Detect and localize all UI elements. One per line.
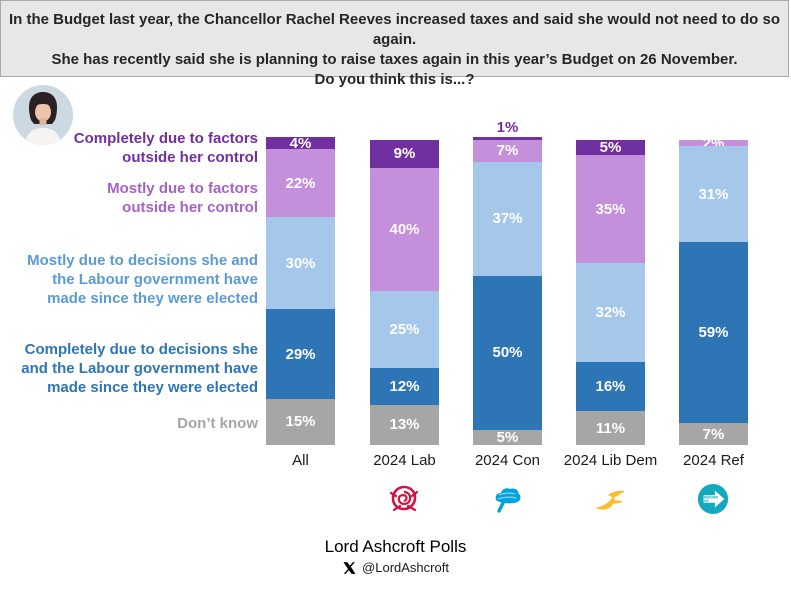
libdem-bird-icon xyxy=(593,483,627,515)
bar-segment: 16% xyxy=(576,361,645,412)
bar-segment: 5% xyxy=(576,139,645,157)
bar-value-label: 15% xyxy=(285,413,316,431)
bar-segment: 12% xyxy=(370,367,439,405)
bar-value-label: 30% xyxy=(285,254,316,272)
bar-value-label: 12% xyxy=(389,377,420,395)
bar-value-label: 16% xyxy=(595,377,626,395)
legend-text: Mostly due to factors xyxy=(107,180,258,197)
bar-value-label: 1% xyxy=(496,119,519,136)
bar-segment: 32% xyxy=(576,263,645,362)
question-line-3: Do you think this is...? xyxy=(314,71,475,88)
legend-text: the Labour government have xyxy=(52,271,258,288)
question-title: In the Budget last year, the Chancellor … xyxy=(0,0,789,88)
bar-segment: 40% xyxy=(370,167,439,291)
bar-value-label: 29% xyxy=(285,345,316,363)
labour-rose-icon xyxy=(387,483,421,515)
bar-value-label: 9% xyxy=(393,145,416,163)
bar-segment: 31% xyxy=(679,146,748,242)
bar-value-label: 22% xyxy=(285,174,316,192)
bar-value-label: 13% xyxy=(389,416,420,434)
bar-segment: 30% xyxy=(266,217,335,310)
bar-2024-lab: 9% 40% 25% 12% 13% xyxy=(370,140,439,445)
legend-text: Completely due to decisions she xyxy=(24,341,258,358)
source-name: Lord Ashcroft Polls xyxy=(324,537,467,556)
bar-segment: 4% xyxy=(266,134,335,152)
bar-segment: 7% xyxy=(473,140,542,162)
x-axis-label: 2024 Ref xyxy=(683,452,744,469)
legend-text: outside her control xyxy=(122,149,258,166)
legend-text: and the Labour government have xyxy=(21,360,258,377)
legend-text: made since they were elected xyxy=(47,379,258,396)
x-axis-label: All xyxy=(292,452,309,469)
legend-text: Completely due to factors xyxy=(73,130,258,147)
svg-text:UK: UK xyxy=(704,499,709,503)
legend-mostly-outside: Mostly due to factors outside her contro… xyxy=(0,179,258,217)
bar-segment: 5% xyxy=(473,428,542,446)
bar-segment: 35% xyxy=(576,155,645,264)
bar-2024-con: 1% 7% 37% 50% 5% xyxy=(473,119,542,446)
bar-value-label: 7% xyxy=(702,425,725,443)
bar-segment: 15% xyxy=(266,398,335,445)
conservative-tree-icon xyxy=(490,483,524,515)
person-portrait-icon xyxy=(13,85,73,145)
legend-text: Mostly due to decisions she and xyxy=(27,252,258,269)
bar-value-label: 37% xyxy=(492,210,523,228)
bar-segment: 29% xyxy=(266,309,335,399)
x-handle: @LordAshcroft xyxy=(362,560,449,575)
bar-segment: 50% xyxy=(473,275,542,430)
legend-text: made since they were elected xyxy=(47,290,258,307)
bar-value-label: 11% xyxy=(595,419,626,437)
legend-completely-decisions: Completely due to decisions she and the … xyxy=(0,340,258,397)
bar-all: 4% 22% 30% 29% 15% xyxy=(266,134,335,445)
legend-dont-know: Don’t know xyxy=(0,414,258,433)
x-axis-label: 2024 Lib Dem xyxy=(563,452,658,469)
bar-segment: 59% xyxy=(679,241,748,424)
legend-text: outside her control xyxy=(122,199,258,216)
rachel-reeves-photo xyxy=(13,85,73,145)
bar-2024-lib-dem: 5% 35% 32% 16% 11% xyxy=(576,140,645,445)
question-line-2: She has recently said she is planning to… xyxy=(51,51,738,68)
svg-text:REFORM: REFORM xyxy=(704,495,718,499)
bar-segment: 22% xyxy=(266,149,335,218)
bar-2024-ref: 2% 31% 59% 7% xyxy=(679,136,748,445)
x-twitter-icon xyxy=(343,561,356,574)
bar-segment: 13% xyxy=(370,404,439,445)
question-line-1: In the Budget last year, the Chancellor … xyxy=(8,11,781,48)
bar-value-label: 4% xyxy=(289,134,312,152)
bar-segment: 37% xyxy=(473,161,542,276)
bar-value-label: 59% xyxy=(698,324,729,342)
bar-value-label: 5% xyxy=(496,428,519,446)
legend-completely-outside: Completely due to factors outside her co… xyxy=(0,129,258,167)
footer: Lord Ashcroft Polls @LordAshcroft xyxy=(0,536,791,575)
bar-value-label: 25% xyxy=(389,320,420,338)
legend-text: Don’t know xyxy=(177,415,258,432)
bar-value-label: 5% xyxy=(599,139,622,157)
legend-mostly-decisions: Mostly due to decisions she and the Labo… xyxy=(0,251,258,308)
bar-segment: 25% xyxy=(370,290,439,368)
bar-value-label: 31% xyxy=(698,185,729,203)
x-axis-label: 2024 Con xyxy=(474,452,541,469)
bar-value-label: 7% xyxy=(496,142,519,160)
bar-value-label: 35% xyxy=(595,200,626,218)
bar-value-label: 50% xyxy=(492,344,523,362)
bar-segment: 11% xyxy=(576,411,645,445)
bar-segment xyxy=(473,137,542,141)
bar-segment: 9% xyxy=(370,140,439,168)
reform-uk-arrow-icon: REFORM UK xyxy=(696,483,730,515)
bar-segment: 7% xyxy=(679,423,748,445)
bar-value-label: 40% xyxy=(389,220,420,238)
x-axis-label: 2024 Lab xyxy=(373,452,436,469)
bar-value-label: 32% xyxy=(595,304,626,322)
